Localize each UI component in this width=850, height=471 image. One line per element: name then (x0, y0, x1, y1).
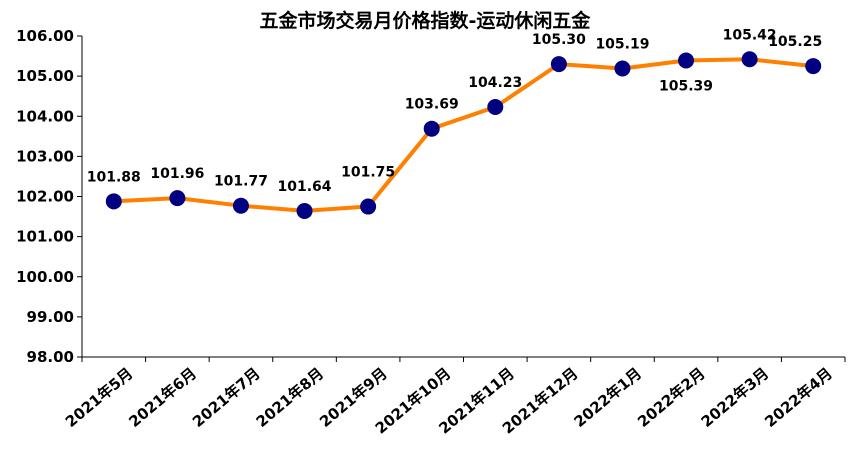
data-point (169, 190, 186, 207)
data-label: 101.96 (150, 166, 204, 182)
y-tick-label: 99.00 (27, 308, 74, 326)
y-tick-label: 102.00 (16, 188, 74, 206)
x-tick-label: 2022年2月 (634, 364, 709, 431)
y-tick-label: 106.00 (16, 27, 74, 45)
y-tick-label: 100.00 (16, 268, 74, 286)
chart-title: 五金市场交易月价格指数-运动休闲五金 (260, 9, 592, 32)
x-tick-label: 2022年3月 (698, 364, 773, 431)
data-point (423, 120, 440, 137)
data-point (805, 58, 822, 75)
y-tick-label: 104.00 (16, 107, 74, 125)
data-label: 105.30 (532, 32, 586, 48)
series-line (113, 57, 814, 213)
data-point (614, 60, 631, 77)
x-axis-ticks: 2021年5月2021年6月2021年7月2021年8月2021年9月2021年… (62, 357, 846, 438)
data-label: 103.69 (405, 97, 459, 113)
data-label: 105.39 (659, 78, 713, 94)
y-tick-label: 105.00 (16, 67, 74, 85)
data-point (232, 197, 249, 214)
data-labels: 101.88 101.96 101.77 101.64 101.75 103.69 104.… (87, 27, 822, 195)
axes (81, 36, 845, 358)
data-point (105, 193, 122, 210)
y-axis-ticks: 98.00 99.00 100.00 101.00 102.00 103.00 104.00… (16, 27, 82, 366)
data-label: 101.88 (87, 169, 141, 185)
data-label: 101.77 (214, 174, 268, 190)
data-point (678, 52, 695, 69)
x-tick-label: 2022年1月 (571, 364, 646, 431)
x-tick-label: 2021年6月 (125, 364, 200, 431)
data-label: 105.19 (595, 37, 649, 53)
series-layer (105, 51, 822, 219)
data-point (296, 202, 313, 219)
y-tick-label: 103.00 (16, 147, 74, 165)
data-point (550, 56, 567, 73)
y-tick-label: 101.00 (16, 228, 74, 246)
y-tick-label: 98.00 (27, 348, 74, 366)
data-label: 101.64 (278, 179, 332, 195)
x-tick-label: 2021年7月 (189, 364, 264, 431)
data-point (487, 99, 504, 116)
x-tick-label: 2021年5月 (62, 364, 137, 431)
data-label: 101.75 (341, 165, 395, 181)
data-label: 104.23 (468, 75, 522, 91)
data-label: 105.25 (768, 34, 822, 50)
data-label: 105.42 (723, 27, 777, 43)
data-point (360, 198, 377, 215)
x-tick-label: 2021年8月 (253, 364, 328, 431)
data-point (741, 51, 758, 68)
x-tick-label: 2022年4月 (761, 364, 836, 431)
